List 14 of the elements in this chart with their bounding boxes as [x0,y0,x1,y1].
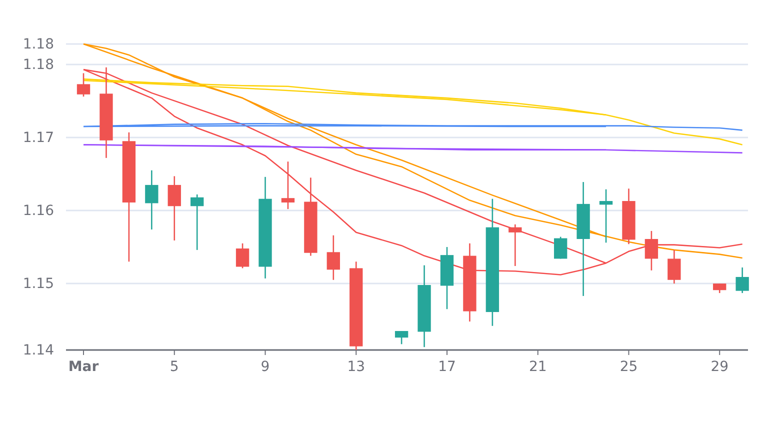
y-tick-label: 1.17 [22,130,54,146]
y-tick-label: 1.16 [22,202,54,219]
y-tick-label: 1.15 [22,276,54,292]
x-tick-label: 5 [170,358,179,375]
y-tick-label: 1.18 [22,36,54,52]
y-tick-label: 1.18 [22,56,54,73]
x-tick-label: Mar [68,358,99,375]
x-tick-label: 17 [438,358,456,375]
x-tick-label: 21 [528,358,547,375]
x-tick-label: 13 [347,358,366,375]
x-tick-label: 25 [620,358,638,375]
x-tick-label: 9 [260,358,270,375]
x-tick-label: 29 [710,358,729,375]
y-tick-label: 1.14 [22,342,54,358]
